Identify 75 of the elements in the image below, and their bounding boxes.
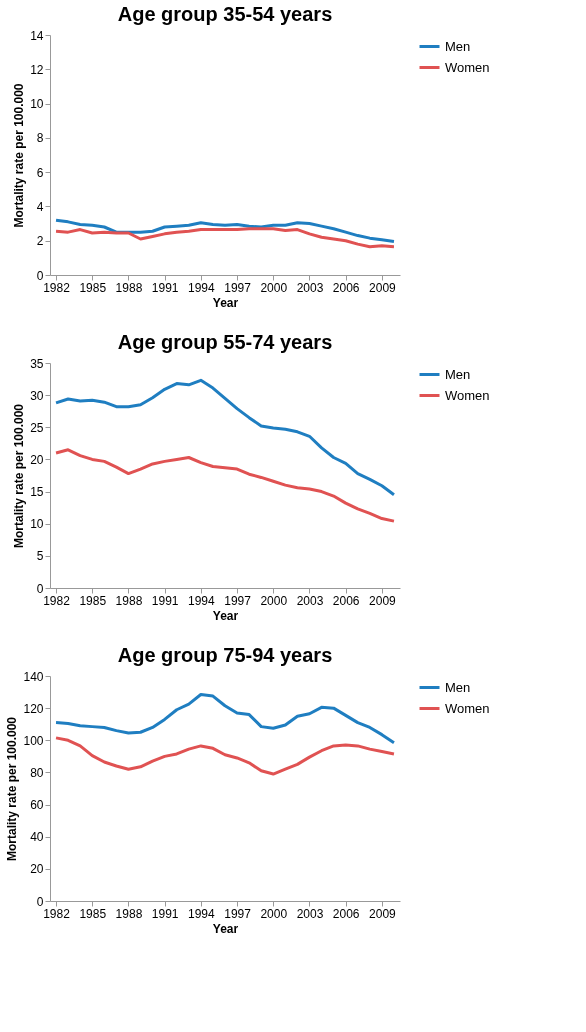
x-tick-label: 2009 [369,906,397,921]
y-tick-label: 80 [30,765,44,780]
y-tick-label: 10 [30,517,44,532]
line-series [54,227,396,249]
x-tick-label: 2006 [332,906,360,921]
legend-label: Women [445,387,490,403]
x-tick-label: 2000 [260,280,288,295]
x-tick-label: 1994 [188,906,216,921]
x-axis-title: Year [212,295,239,310]
y-tick-label: 30 [30,388,44,403]
x-tick-label: 1997 [224,280,252,295]
y-tick-label: 12 [30,62,44,77]
x-tick-label: 2000 [260,593,288,608]
x-tick-label: 2006 [332,593,360,608]
x-tick-label: 2003 [296,906,324,921]
y-tick-label: 10 [30,97,44,112]
y-tick-label: 20 [30,862,44,877]
x-tick-label: 1982 [43,280,71,295]
y-tick-label: 8 [36,131,44,146]
x-tick-label: 2003 [296,280,324,295]
legend-label: Men [445,366,471,382]
x-tick-label: 1982 [43,593,71,608]
x-tick-label: 1988 [115,280,143,295]
y-tick-label: 140 [23,669,44,684]
y-tick-label: 6 [36,165,44,180]
x-tick-label: 1994 [188,280,216,295]
x-tick-label: 1994 [188,593,216,608]
x-tick-label: 1991 [151,280,179,295]
x-tick-label: 2003 [296,593,324,608]
legend-label: Men [445,679,471,695]
line-series [54,378,396,497]
chart-title: Age group 35-54 years [117,3,333,25]
line-series [54,736,396,776]
x-tick-label: 1988 [115,593,143,608]
x-tick-label: 1988 [115,906,143,921]
x-tick-label: 1985 [79,593,107,608]
y-tick-label: 0 [36,894,44,909]
line-series [54,692,396,745]
legend-label: Men [445,38,471,54]
y-tick-label: 4 [36,199,44,214]
y-tick-label: 120 [23,701,44,716]
x-tick-label: 2009 [369,593,397,608]
line-series [54,218,396,244]
y-axis-title: Mortality rate per 100.000 [12,83,27,228]
x-tick-label: 1991 [151,906,179,921]
y-tick-label: 0 [36,268,44,283]
y-tick-label: 2 [36,234,44,249]
x-tick-label: 1997 [224,593,252,608]
y-tick-label: 100 [23,733,44,748]
y-tick-label: 0 [36,581,44,596]
x-tick-label: 1997 [224,906,252,921]
x-tick-label: 1982 [43,906,71,921]
y-tick-label: 20 [30,452,44,467]
x-axis-title: Year [212,608,239,623]
legend-label: Women [445,700,490,716]
legend-label: Women [445,59,490,75]
y-tick-label: 14 [30,28,44,43]
y-tick-label: 60 [30,798,44,813]
x-tick-label: 1991 [151,593,179,608]
y-axis-title: Mortality rate per 100.000 [5,716,20,862]
y-tick-label: 35 [30,356,44,371]
y-tick-label: 40 [30,830,44,845]
y-tick-label: 5 [36,549,44,564]
line-series [54,448,396,523]
chart-title: Age group 55-74 years [117,331,333,353]
chart-title: Age group 75-94 years [117,644,333,666]
x-tick-label: 1985 [79,906,107,921]
y-tick-label: 25 [30,420,44,435]
y-tick-label: 15 [30,485,44,500]
x-tick-label: 1985 [79,280,107,295]
x-tick-label: 2006 [332,280,360,295]
x-tick-label: 2009 [369,280,397,295]
x-axis-title: Year [212,921,239,936]
x-tick-label: 2000 [260,906,288,921]
y-axis-title: Mortality rate per 100.000 [12,403,27,549]
